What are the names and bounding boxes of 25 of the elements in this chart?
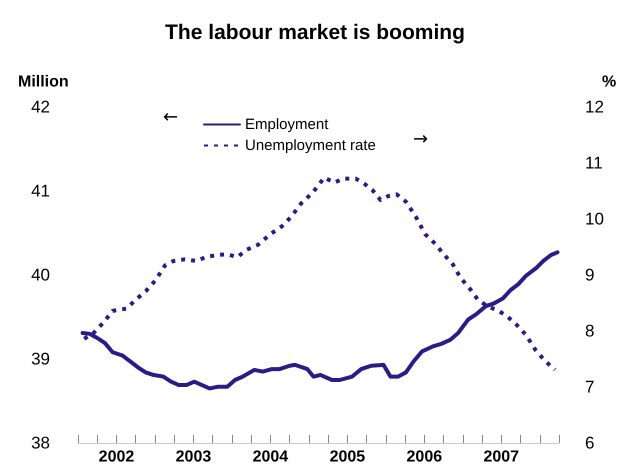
x-tick-label: 2004 <box>252 448 288 466</box>
y-tick-label: 42 <box>31 98 50 116</box>
y-tick-label: 41 <box>31 182 50 200</box>
legend-label: Unemployment rate <box>245 137 376 154</box>
y-tick-label: 39 <box>31 350 50 368</box>
annotation: → <box>413 128 428 150</box>
y2-tick-label: 9 <box>585 266 594 284</box>
y2-tick-label: 6 <box>585 434 594 452</box>
x-tick-label: 2007 <box>483 448 520 466</box>
x-tick-label: 2003 <box>176 448 212 466</box>
y2-tick-label: 10 <box>585 210 604 228</box>
y-tick-label: 40 <box>31 266 50 284</box>
y-tick-label: 38 <box>31 434 50 452</box>
x-tick-label: 2005 <box>330 448 366 466</box>
legend-label: Employment <box>245 116 330 133</box>
y-axis-title: Million <box>18 74 69 90</box>
y2-tick-label: 11 <box>585 154 603 172</box>
annotation: ← <box>163 106 178 128</box>
y2-tick-label: 8 <box>585 322 594 340</box>
y2-axis-title: % <box>602 74 616 90</box>
chart-title: The labour market is booming <box>165 21 465 44</box>
x-tick-label: 2002 <box>98 448 134 466</box>
x-tick-label: 2006 <box>406 448 442 466</box>
y2-tick-label: 12 <box>585 98 604 116</box>
y2-tick-label: 7 <box>585 378 594 396</box>
